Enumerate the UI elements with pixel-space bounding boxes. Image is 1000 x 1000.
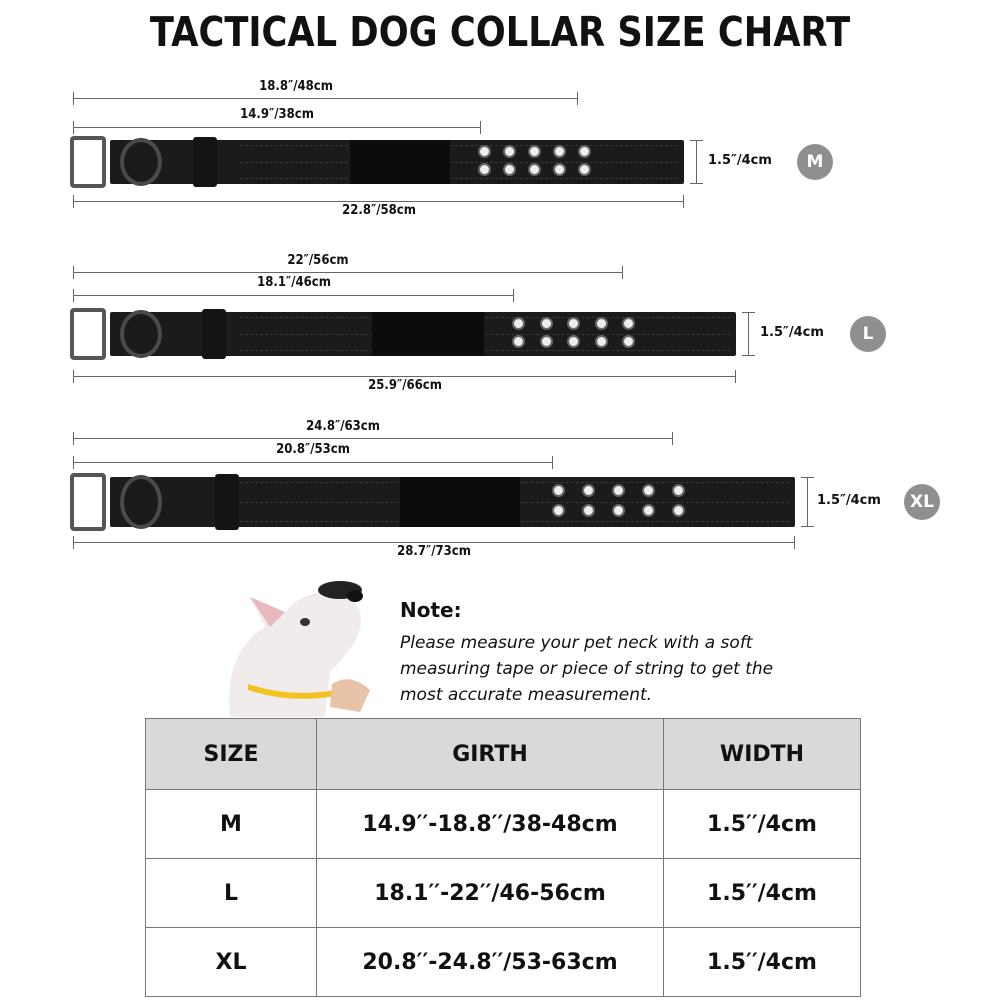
- table-header-row: SIZE GIRTH WIDTH: [145, 718, 861, 790]
- page-title: TACTICAL DOG COLLAR SIZE CHART: [149, 8, 851, 56]
- cell-size: M: [145, 789, 317, 859]
- max-girth-label: 18.8″/48cm: [258, 79, 333, 94]
- note-body: Please measure your pet neck with a soft…: [400, 633, 774, 705]
- cell-girth: 18.1′′-22′′/46-56cm: [316, 858, 664, 928]
- eyelet-hole: [642, 483, 655, 497]
- eyelet-hole: [578, 162, 591, 176]
- length-line: [73, 370, 736, 383]
- size-badge: L: [850, 316, 886, 352]
- d-ring-icon: [120, 310, 162, 358]
- eyelet-hole: [622, 317, 635, 330]
- eyelet-hole: [528, 145, 541, 158]
- table-row: L 18.1′′-22′′/46-56cm 1.5′′/4cm: [145, 858, 861, 928]
- min-girth-label: 18.1″/46cm: [256, 275, 331, 290]
- eyelet-hole: [594, 317, 608, 330]
- buckle-icon: [70, 136, 106, 188]
- max-girth-label: 24.8″/63cm: [306, 419, 380, 434]
- eyelet-hole: [612, 483, 625, 497]
- min-girth-line: [73, 456, 553, 469]
- eyelet-hole: [594, 334, 608, 348]
- eyelet-hole: [478, 162, 491, 176]
- eyelet-hole: [582, 503, 595, 517]
- eyelet-hole: [512, 334, 525, 348]
- table-row: M 14.9′′-18.8′′/38-48cm 1.5′′/4cm: [145, 789, 861, 859]
- strap-keeper: [215, 474, 239, 530]
- eyelet-hole: [567, 334, 580, 348]
- eyelet-hole: [528, 162, 541, 176]
- width-line: [801, 477, 814, 527]
- eyelet-hole: [622, 334, 635, 348]
- header-width: WIDTH: [663, 718, 861, 790]
- max-girth-label: 22″/56cm: [287, 253, 349, 268]
- width-label: 1.5″/4cm: [817, 493, 881, 508]
- velcro-patch: [400, 477, 520, 527]
- width-line: [742, 312, 755, 356]
- eyelet-hole: [503, 162, 516, 176]
- width-line: [690, 140, 703, 184]
- eyelet-hole: [672, 503, 685, 517]
- buckle-icon: [70, 473, 106, 531]
- eyelet-hole: [503, 145, 516, 158]
- eyelet-hole: [672, 483, 685, 497]
- min-girth-label: 14.9″/38cm: [240, 107, 314, 122]
- dog-photo: [229, 581, 370, 717]
- collar-strap: [110, 309, 736, 359]
- eyelet-hole: [539, 317, 553, 330]
- cell-girth: 20.8′′-24.8′′/53-63cm: [316, 927, 664, 997]
- eyelet-hole: [539, 334, 553, 348]
- collar-strap: [110, 474, 795, 530]
- min-girth-label: 20.8″/53cm: [276, 442, 350, 457]
- length-line: [73, 195, 684, 208]
- velcro-patch: [350, 140, 450, 184]
- eyelet-hole: [552, 503, 565, 517]
- collar-strap: [110, 137, 684, 187]
- cell-size: XL: [145, 927, 317, 997]
- max-girth-line: [73, 432, 673, 445]
- eyelet-hole: [642, 503, 655, 517]
- max-girth-line: [73, 266, 623, 279]
- strap-keeper: [202, 309, 226, 359]
- eyelet-hole: [512, 317, 525, 330]
- size-badge: M: [797, 144, 833, 180]
- buckle-icon: [70, 308, 106, 360]
- eyelet-hole: [553, 162, 566, 176]
- eyelet-hole: [567, 317, 580, 330]
- d-ring-icon: [120, 475, 162, 529]
- note-heading: Note:: [400, 598, 462, 622]
- cell-width: 1.5′′/4cm: [663, 789, 861, 859]
- velcro-patch: [372, 312, 484, 356]
- width-label: 1.5″/4cm: [760, 325, 824, 340]
- cell-size: L: [145, 858, 317, 928]
- width-label: 1.5″/4cm: [708, 153, 772, 168]
- d-ring-icon: [120, 138, 162, 186]
- min-girth-line: [73, 289, 514, 302]
- cell-girth: 14.9′′-18.8′′/38-48cm: [316, 789, 664, 859]
- header-size: SIZE: [145, 718, 317, 790]
- eyelet-hole: [478, 145, 491, 158]
- min-girth-line: [73, 121, 481, 134]
- table-row: XL 20.8′′-24.8′′/53-63cm 1.5′′/4cm: [145, 927, 861, 997]
- cell-width: 1.5′′/4cm: [663, 858, 861, 928]
- size-table: SIZE GIRTH WIDTH M 14.9′′-18.8′′/38-48cm…: [145, 718, 861, 997]
- length-label: 28.7″/73cm: [397, 544, 471, 559]
- length-label: 25.9″/66cm: [367, 378, 442, 393]
- strap-keeper: [193, 137, 217, 187]
- length-line: [73, 536, 795, 549]
- header-girth: GIRTH: [316, 718, 664, 790]
- eyelet-hole: [552, 483, 565, 497]
- eyelet-hole: [578, 145, 591, 158]
- max-girth-line: [73, 92, 578, 105]
- eyelet-hole: [612, 503, 625, 517]
- cell-width: 1.5′′/4cm: [663, 927, 861, 997]
- eyelet-hole: [582, 483, 595, 497]
- length-label: 22.8″/58cm: [341, 203, 416, 218]
- eyelet-hole: [553, 145, 566, 158]
- size-badge: XL: [904, 484, 940, 520]
